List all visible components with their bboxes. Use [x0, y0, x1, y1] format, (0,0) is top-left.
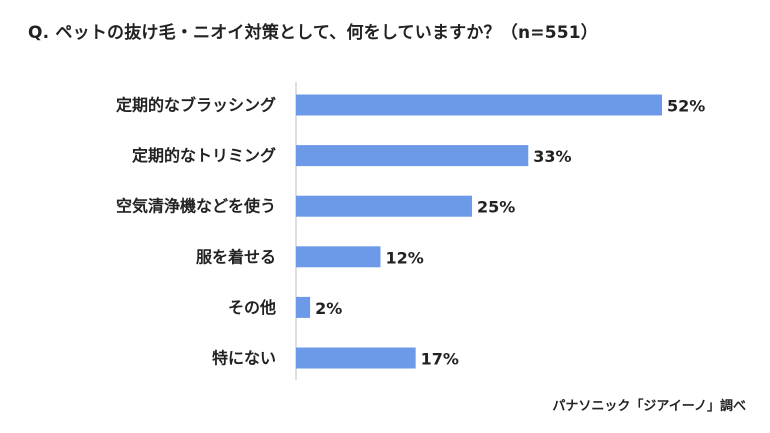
- value-label-1: 33%: [533, 147, 571, 166]
- bar-0: [296, 94, 662, 116]
- value-label-0: 52%: [667, 97, 705, 116]
- category-label-3: 服を着せる: [196, 247, 276, 266]
- value-label-5: 17%: [421, 350, 459, 369]
- bar-1: [296, 145, 529, 167]
- category-label-5: 特にない: [212, 349, 276, 368]
- value-label-4: 2%: [315, 299, 342, 318]
- value-label-2: 25%: [477, 198, 515, 217]
- category-label-0: 定期的なブラッシング: [115, 96, 276, 115]
- category-label-1: 定期的なトリミング: [131, 146, 276, 165]
- category-label-2: 空気清浄機などを使う: [116, 197, 276, 216]
- bar-2: [296, 195, 472, 217]
- category-label-4: その他: [228, 298, 276, 317]
- source-note: パナソニック「ジアイーノ」調べ: [552, 399, 746, 414]
- bar-3: [296, 246, 381, 268]
- bars-group: 定期的なブラッシング 52% 定期的なトリミング 33% 空気清浄機などを使う 25% 服を…: [115, 94, 705, 369]
- bar-4: [296, 296, 311, 318]
- bar-5: [296, 347, 416, 369]
- value-label-3: 12%: [385, 248, 423, 267]
- chart-title: Q. ペットの抜け毛・ニオイ対策として、何をしていますか？（n=551）: [28, 23, 598, 43]
